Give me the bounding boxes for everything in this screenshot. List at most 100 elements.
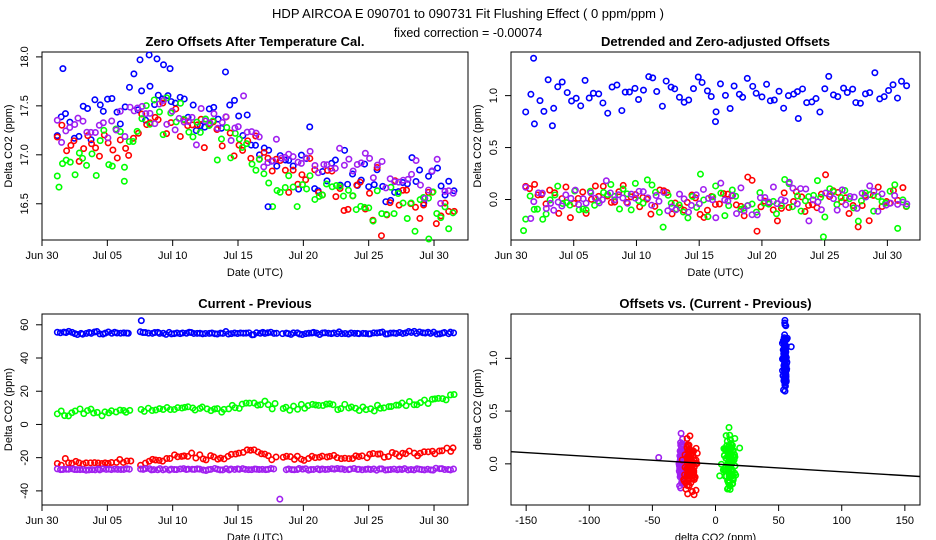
point-red bbox=[70, 137, 78, 145]
point-green bbox=[254, 401, 262, 409]
point-purple bbox=[850, 193, 858, 201]
point-green bbox=[196, 128, 204, 136]
panel-4-ylabel: delta CO2 (ppm) bbox=[472, 369, 484, 450]
point-purple bbox=[550, 206, 558, 214]
point-red bbox=[129, 134, 137, 142]
point-purple bbox=[740, 207, 748, 215]
point-red bbox=[176, 132, 184, 140]
fit-line bbox=[510, 451, 921, 478]
point-blue bbox=[221, 68, 229, 76]
point-green bbox=[727, 441, 735, 449]
point-green bbox=[238, 143, 246, 151]
point-purple bbox=[777, 196, 785, 204]
point-blue bbox=[758, 93, 766, 101]
point-blue bbox=[412, 177, 420, 185]
point-blue bbox=[235, 112, 243, 120]
panel-2-x-tick-label: Jul 05 bbox=[559, 250, 588, 262]
point-purple bbox=[687, 201, 695, 209]
point-purple bbox=[433, 155, 441, 163]
point-green bbox=[392, 401, 400, 409]
point-blue bbox=[433, 164, 441, 172]
panel-3-y-tick-label: -40 bbox=[19, 483, 31, 499]
point-green bbox=[355, 407, 363, 415]
point-purple bbox=[704, 194, 712, 202]
point-blue bbox=[781, 371, 789, 379]
point-green-outlier bbox=[120, 177, 128, 185]
point-purple bbox=[297, 159, 305, 167]
point-blue bbox=[893, 94, 901, 102]
point-blue bbox=[310, 328, 318, 336]
panel-1-points bbox=[53, 51, 458, 243]
panel-2-y-tick-label: 1.0 bbox=[488, 88, 500, 103]
point-red bbox=[376, 450, 384, 458]
point-green bbox=[675, 201, 683, 209]
point-blue bbox=[595, 90, 603, 98]
point-green bbox=[185, 128, 193, 136]
point-blue bbox=[671, 85, 679, 93]
point-green bbox=[530, 205, 538, 213]
point-red bbox=[281, 166, 289, 174]
point-green bbox=[75, 149, 83, 157]
point-green-outlier bbox=[520, 227, 528, 235]
point-blue bbox=[103, 95, 111, 103]
point-red bbox=[75, 459, 83, 467]
point-green bbox=[337, 405, 345, 413]
point-green bbox=[66, 158, 74, 166]
point-blue bbox=[766, 97, 774, 105]
point-green bbox=[726, 482, 734, 490]
point-red bbox=[53, 133, 61, 141]
point-green bbox=[631, 179, 639, 187]
point-purple bbox=[294, 158, 302, 166]
point-green bbox=[332, 181, 340, 189]
point-green bbox=[526, 192, 534, 200]
point-blue bbox=[370, 181, 378, 189]
point-red bbox=[285, 188, 293, 196]
panel-2-y-tick-label: 0.0 bbox=[488, 192, 500, 207]
point-green bbox=[225, 405, 233, 413]
point-green bbox=[347, 403, 355, 411]
panel-3-x-tick-label: Jun 30 bbox=[25, 515, 58, 527]
point-red bbox=[243, 446, 251, 454]
point-blue bbox=[589, 89, 597, 97]
point-purple bbox=[695, 200, 703, 208]
point-green bbox=[84, 407, 92, 415]
point-blue bbox=[179, 329, 187, 337]
point-green bbox=[311, 195, 319, 203]
panel-4-y-tick-label: 0.5 bbox=[488, 403, 500, 418]
point-blue bbox=[253, 329, 261, 337]
point-green bbox=[308, 400, 316, 408]
point-red bbox=[289, 166, 297, 174]
point-green bbox=[722, 432, 730, 440]
point-blue bbox=[113, 108, 121, 116]
point-red bbox=[683, 435, 691, 443]
point-green bbox=[716, 472, 724, 480]
point-red bbox=[235, 449, 243, 457]
point-purple bbox=[441, 187, 449, 195]
point-green bbox=[403, 214, 411, 222]
point-red bbox=[562, 183, 570, 191]
point-blue bbox=[180, 95, 188, 103]
point-green bbox=[854, 217, 862, 225]
panel-3-points bbox=[53, 317, 458, 503]
point-red bbox=[127, 457, 135, 465]
point-purple bbox=[85, 466, 93, 474]
panel-3-x-tick-label: Jul 25 bbox=[354, 515, 383, 527]
point-green bbox=[105, 161, 113, 169]
point-red bbox=[432, 220, 440, 228]
point-blue bbox=[189, 101, 197, 109]
panel-1-y-tick-label: 18.0 bbox=[19, 46, 31, 67]
point-purple bbox=[270, 465, 278, 473]
point-purple bbox=[660, 188, 668, 196]
point-purple bbox=[724, 197, 732, 205]
point-green bbox=[424, 399, 432, 407]
point-blue bbox=[604, 109, 612, 117]
point-green bbox=[264, 401, 272, 409]
point-red bbox=[715, 200, 723, 208]
panel-2-frame bbox=[510, 51, 921, 241]
point-red bbox=[854, 223, 862, 231]
point-green bbox=[833, 200, 841, 208]
point-purple bbox=[527, 215, 535, 223]
point-purple bbox=[387, 465, 395, 473]
point-purple bbox=[91, 128, 99, 136]
point-blue bbox=[544, 76, 552, 84]
